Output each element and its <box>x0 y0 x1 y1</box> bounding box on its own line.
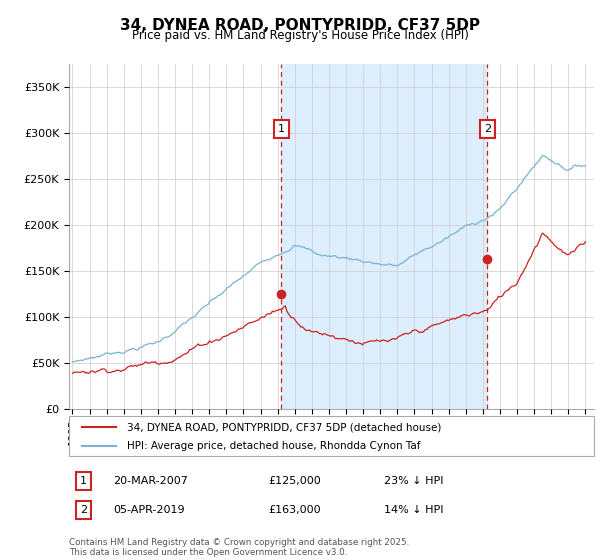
Text: £125,000: £125,000 <box>269 476 321 486</box>
Text: 34, DYNEA ROAD, PONTYPRIDD, CF37 5DP (detached house): 34, DYNEA ROAD, PONTYPRIDD, CF37 5DP (de… <box>127 422 441 432</box>
Text: 23% ↓ HPI: 23% ↓ HPI <box>384 476 443 486</box>
Text: Price paid vs. HM Land Registry's House Price Index (HPI): Price paid vs. HM Land Registry's House … <box>131 29 469 42</box>
Text: 20-MAR-2007: 20-MAR-2007 <box>113 476 188 486</box>
Text: Contains HM Land Registry data © Crown copyright and database right 2025.
This d: Contains HM Land Registry data © Crown c… <box>69 538 409 557</box>
Bar <box>281 64 487 409</box>
Text: 1: 1 <box>278 124 285 134</box>
Text: £163,000: £163,000 <box>269 505 321 515</box>
Text: 05-APR-2019: 05-APR-2019 <box>113 505 185 515</box>
Text: 2: 2 <box>80 505 87 515</box>
Text: 1: 1 <box>80 476 87 486</box>
Text: 2: 2 <box>484 124 491 134</box>
Text: HPI: Average price, detached house, Rhondda Cynon Taf: HPI: Average price, detached house, Rhon… <box>127 441 420 450</box>
Text: 34, DYNEA ROAD, PONTYPRIDD, CF37 5DP: 34, DYNEA ROAD, PONTYPRIDD, CF37 5DP <box>120 18 480 34</box>
Text: 14% ↓ HPI: 14% ↓ HPI <box>384 505 443 515</box>
